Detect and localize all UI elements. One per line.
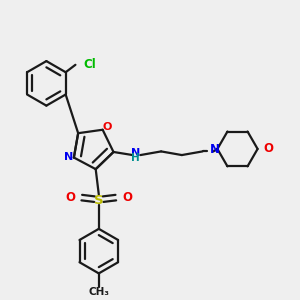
- Text: N: N: [64, 152, 73, 162]
- Text: H: H: [131, 154, 140, 164]
- Text: CH₃: CH₃: [88, 287, 109, 297]
- Text: O: O: [264, 142, 274, 155]
- Text: N: N: [131, 148, 140, 158]
- Text: Cl: Cl: [84, 58, 97, 71]
- Text: S: S: [94, 194, 104, 207]
- Text: N: N: [210, 143, 220, 156]
- Text: O: O: [66, 191, 76, 204]
- Text: O: O: [103, 122, 112, 132]
- Text: O: O: [122, 191, 132, 204]
